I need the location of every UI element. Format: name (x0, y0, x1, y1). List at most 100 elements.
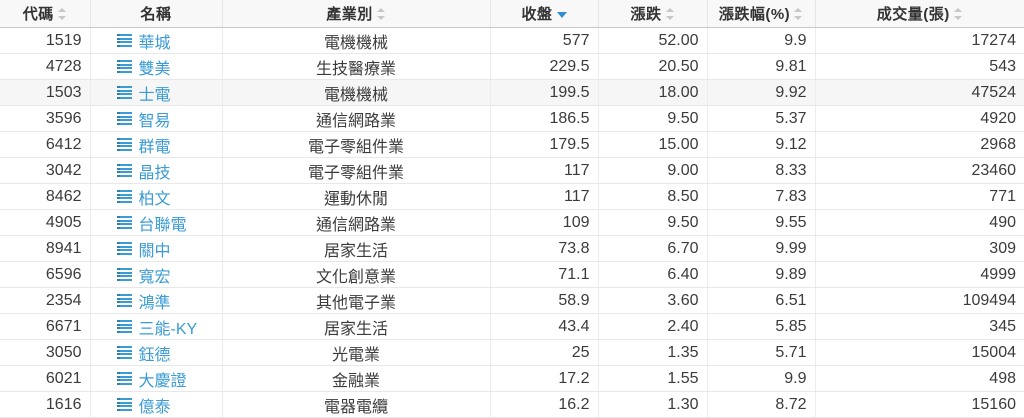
table-row[interactable]: 2354 鴻準 其他電子業 58.9 3.60 6.51 109494 (0, 287, 1024, 314)
table-row[interactable]: 1519 華城 電機機械 577 52.00 9.9 17274 (0, 27, 1024, 54)
list-icon[interactable] (116, 86, 132, 99)
cell-stock-name: 智易 (90, 105, 223, 132)
cell-close-price: 16.2 (490, 391, 599, 418)
table-row[interactable]: 4905 台聯電 通信網路業 109 9.50 9.55 490 (0, 209, 1024, 236)
cell-stock-code: 3050 (0, 339, 91, 366)
list-icon[interactable] (116, 398, 132, 411)
stock-name-link[interactable]: 台聯電 (138, 216, 187, 234)
column-header-volume[interactable]: 成交量(張) (815, 0, 1024, 28)
stock-name-link[interactable]: 華城 (138, 34, 171, 52)
cell-stock-code: 6671 (0, 313, 91, 340)
column-header-label: 成交量(張) (876, 6, 950, 23)
stock-name-link[interactable]: 鴻準 (138, 294, 171, 312)
list-icon[interactable] (116, 216, 132, 229)
table-row[interactable]: 3596 智易 通信網路業 186.5 9.50 5.37 4920 (0, 105, 1024, 132)
stock-name-link[interactable]: 柏文 (138, 190, 171, 208)
stock-name-link[interactable]: 智易 (138, 112, 171, 130)
cell-industry: 居家生活 (222, 235, 491, 262)
list-icon[interactable] (116, 268, 132, 281)
cell-volume: 47524 (815, 79, 1024, 106)
cell-change-percent: 9.99 (707, 235, 816, 262)
list-icon[interactable] (116, 242, 132, 255)
cell-close-price: 117 (490, 183, 599, 210)
cell-price-change: 9.50 (598, 105, 708, 132)
table-row[interactable]: 4728 雙美 生技醫療業 229.5 20.50 9.81 543 (0, 53, 1024, 80)
stock-name-link[interactable]: 鈺德 (138, 346, 171, 364)
sort-toggle-icon[interactable] (376, 7, 386, 21)
list-icon[interactable] (116, 320, 132, 333)
cell-industry: 居家生活 (222, 313, 491, 340)
table-row[interactable]: 6021 大慶證 金融業 17.2 1.55 9.9 498 (0, 365, 1024, 392)
list-icon[interactable] (116, 112, 132, 125)
stock-name-link[interactable]: 關中 (138, 242, 171, 260)
sort-toggle-icon[interactable] (665, 7, 675, 21)
cell-change-percent: 9.9 (707, 365, 816, 392)
list-icon[interactable] (116, 346, 132, 359)
cell-price-change: 20.50 (598, 53, 708, 80)
cell-stock-name: 關中 (90, 235, 223, 262)
cell-stock-name: 億泰 (90, 391, 223, 418)
cell-industry: 生技醫療業 (222, 53, 491, 80)
cell-industry: 金融業 (222, 365, 491, 392)
table-row[interactable]: 6596 寬宏 文化創意業 71.1 6.40 9.89 4999 (0, 261, 1024, 288)
cell-price-change: 9.50 (598, 209, 708, 236)
cell-volume: 309 (815, 235, 1024, 262)
cell-industry: 電子零組件業 (222, 157, 491, 184)
stock-name-link[interactable]: 三能-KY (138, 320, 198, 338)
cell-stock-code: 6596 (0, 261, 91, 288)
cell-close-price: 229.5 (490, 53, 599, 80)
cell-stock-code: 3596 (0, 105, 91, 132)
cell-change-percent: 8.33 (707, 157, 816, 184)
sort-toggle-icon[interactable] (57, 7, 67, 21)
list-icon[interactable] (116, 34, 132, 47)
cell-change-percent: 6.51 (707, 287, 816, 314)
cell-close-price: 186.5 (490, 105, 599, 132)
sort-descending-icon[interactable] (556, 9, 567, 19)
cell-industry: 其他電子業 (222, 287, 491, 314)
list-icon[interactable] (116, 294, 132, 307)
cell-industry: 電機機械 (222, 27, 491, 54)
stock-name-link[interactable]: 晶技 (138, 164, 171, 182)
stock-name-link[interactable]: 寬宏 (138, 268, 171, 286)
cell-close-price: 17.2 (490, 365, 599, 392)
stock-name-link[interactable]: 大慶證 (138, 372, 187, 390)
list-icon[interactable] (116, 372, 132, 385)
sort-toggle-icon[interactable] (794, 7, 803, 21)
table-row[interactable]: 6671 三能-KY 居家生活 43.4 2.40 5.85 345 (0, 313, 1024, 340)
cell-stock-name: 柏文 (90, 183, 223, 210)
list-icon[interactable] (116, 164, 132, 177)
list-icon[interactable] (116, 60, 132, 73)
cell-industry: 電機機械 (222, 79, 491, 106)
column-header-change[interactable]: 漲跌 (598, 0, 708, 28)
table-row[interactable]: 6412 群電 電子零組件業 179.5 15.00 9.12 2968 (0, 131, 1024, 158)
cell-close-price: 43.4 (490, 313, 599, 340)
cell-price-change: 1.55 (598, 365, 708, 392)
cell-price-change: 52.00 (598, 27, 708, 54)
stock-name-link[interactable]: 億泰 (138, 398, 171, 416)
table-row[interactable]: 3050 鈺德 光電業 25 1.35 5.71 15004 (0, 339, 1024, 366)
list-icon[interactable] (116, 138, 132, 151)
cell-stock-name: 士電 (90, 79, 223, 106)
cell-volume: 15004 (815, 339, 1024, 366)
table-body: 1519 華城 電機機械 577 52.00 9.9 17274 4728 雙美 生技醫療業 229… (0, 27, 1024, 418)
cell-close-price: 199.5 (490, 79, 599, 106)
table-row[interactable]: 1616 億泰 電器電纜 16.2 1.30 8.72 15160 (0, 391, 1024, 418)
table-row[interactable]: 8941 關中 居家生活 73.8 6.70 9.99 309 (0, 235, 1024, 262)
stock-name-link[interactable]: 雙美 (138, 60, 171, 78)
table-row[interactable]: 1503 士電 電機機械 199.5 18.00 9.92 47524 (0, 79, 1024, 106)
list-icon[interactable] (116, 190, 132, 203)
cell-stock-code: 6412 (0, 131, 91, 158)
column-header-code[interactable]: 代碼 (0, 0, 91, 28)
stock-name-link[interactable]: 群電 (138, 138, 171, 156)
table-row[interactable]: 3042 晶技 電子零組件業 117 9.00 8.33 23460 (0, 157, 1024, 184)
column-header-percent[interactable]: 漲跌幅(%) (707, 0, 816, 28)
sort-toggle-icon[interactable] (953, 7, 963, 21)
cell-stock-name: 晶技 (90, 157, 223, 184)
cell-volume: 771 (815, 183, 1024, 210)
column-header-industry[interactable]: 產業別 (222, 0, 491, 28)
column-header-name[interactable]: 名稱 (90, 0, 223, 28)
cell-stock-code: 8462 (0, 183, 91, 210)
column-header-close[interactable]: 收盤 (490, 0, 599, 28)
stock-name-link[interactable]: 士電 (138, 86, 171, 104)
table-row[interactable]: 8462 柏文 運動休閒 117 8.50 7.83 771 (0, 183, 1024, 210)
